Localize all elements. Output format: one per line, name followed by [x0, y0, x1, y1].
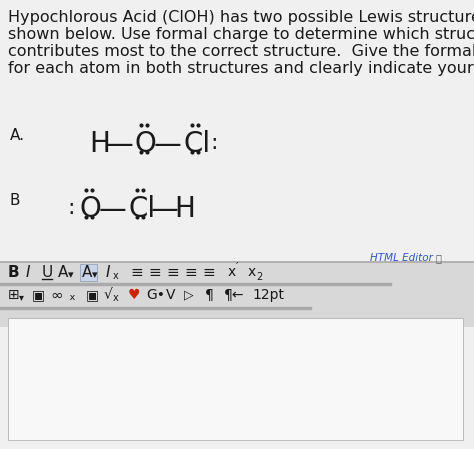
- Text: O: O: [134, 130, 156, 158]
- Text: Hypochlorous Acid (ClOH) has two possible Lewis structures: Hypochlorous Acid (ClOH) has two possibl…: [8, 10, 474, 25]
- Text: ≡: ≡: [202, 265, 215, 280]
- Text: ≡: ≡: [148, 265, 161, 280]
- Text: V: V: [166, 288, 175, 302]
- Text: ∞: ∞: [50, 288, 63, 303]
- Text: ¶: ¶: [205, 288, 214, 302]
- Text: ⧉: ⧉: [436, 253, 442, 263]
- Text: ▣: ▣: [32, 288, 45, 302]
- Text: ▾: ▾: [19, 292, 24, 302]
- Text: —: —: [99, 196, 127, 224]
- Text: ≡: ≡: [184, 265, 197, 280]
- Text: x: x: [248, 265, 256, 279]
- Text: ▣: ▣: [86, 288, 99, 302]
- Text: ≡: ≡: [130, 265, 143, 280]
- Text: —: —: [151, 196, 179, 224]
- Text: shown below. Use formal charge to determine which structure: shown below. Use formal charge to determ…: [8, 27, 474, 42]
- Text: :: :: [210, 133, 218, 153]
- Text: O: O: [79, 195, 101, 223]
- Text: ≡: ≡: [166, 265, 179, 280]
- Text: 2: 2: [256, 272, 262, 282]
- Text: H: H: [90, 130, 110, 158]
- Text: x: x: [113, 271, 119, 281]
- FancyBboxPatch shape: [0, 262, 474, 327]
- Text: ′: ′: [236, 262, 238, 272]
- Text: B: B: [10, 193, 20, 208]
- Text: B: B: [8, 265, 19, 280]
- Text: A: A: [82, 265, 92, 280]
- Text: A.: A.: [10, 128, 25, 143]
- Text: √: √: [104, 288, 113, 302]
- Text: ⊞: ⊞: [8, 288, 19, 302]
- Text: Cl: Cl: [183, 130, 210, 158]
- Text: ♥: ♥: [128, 288, 140, 302]
- Text: I: I: [26, 265, 30, 280]
- Text: :: :: [67, 198, 75, 218]
- Text: ¶←: ¶←: [224, 288, 245, 302]
- Text: ▷: ▷: [184, 288, 193, 301]
- Text: H: H: [174, 195, 195, 223]
- Text: ₓ: ₓ: [68, 288, 75, 303]
- Text: —: —: [154, 131, 182, 159]
- FancyBboxPatch shape: [8, 318, 463, 440]
- Text: contributes most to the correct structure.  Give the formal charge: contributes most to the correct structur…: [8, 44, 474, 59]
- Text: I: I: [106, 265, 110, 280]
- Text: HTML Editor: HTML Editor: [370, 253, 433, 263]
- Text: A: A: [58, 265, 68, 280]
- Text: U: U: [42, 265, 53, 280]
- FancyBboxPatch shape: [80, 264, 97, 281]
- Text: —: —: [106, 131, 134, 159]
- Text: x: x: [228, 265, 236, 279]
- Text: x: x: [113, 293, 119, 303]
- Text: for each atom in both structures and clearly indicate your answer.: for each atom in both structures and cle…: [8, 61, 474, 76]
- Text: Cl: Cl: [128, 195, 155, 223]
- Text: G•: G•: [146, 288, 165, 302]
- Text: ▾: ▾: [92, 270, 98, 280]
- Text: ▾: ▾: [68, 270, 73, 280]
- Text: 12pt: 12pt: [252, 288, 284, 302]
